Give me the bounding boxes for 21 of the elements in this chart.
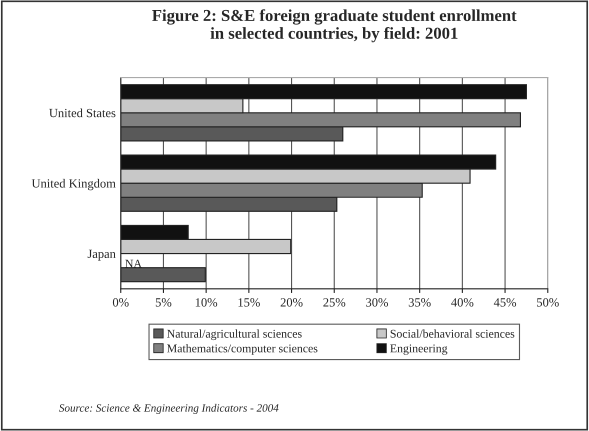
x-tick-label: 15% bbox=[238, 298, 260, 307]
x-tick-label: 25% bbox=[323, 298, 346, 307]
source-note: Source: Science & Engineering Indicators - 2004 bbox=[59, 404, 279, 414]
x-tick-label: 35% bbox=[408, 298, 431, 307]
chart-title: Figure 2: S&E foreign graduate student enrollment in selected countries, by field: 2001 bbox=[152, 9, 517, 42]
x-tick-label: 5% bbox=[156, 298, 172, 307]
x-tick-label: 40% bbox=[451, 298, 474, 307]
legend-label: Social/behavioral sciences bbox=[390, 329, 514, 338]
y-tick-label: United States bbox=[49, 108, 116, 118]
legend-label: Engineering bbox=[390, 344, 448, 355]
x-tick-label: 20% bbox=[280, 298, 303, 307]
x-tick-label: 30% bbox=[366, 298, 388, 307]
x-tick-label: 10% bbox=[196, 298, 218, 307]
legend-label: Mathematics/computer sciences bbox=[167, 344, 318, 355]
legend-label: Natural/agricultural sciences bbox=[167, 329, 302, 340]
annotation: NA bbox=[125, 260, 142, 268]
y-tick-label: Japan bbox=[88, 250, 116, 261]
y-tick-label: United Kingdom bbox=[32, 178, 116, 190]
x-tick-label: 50% bbox=[537, 298, 559, 307]
x-tick-label: 45% bbox=[494, 298, 516, 307]
x-tick-label: 0% bbox=[112, 298, 129, 307]
